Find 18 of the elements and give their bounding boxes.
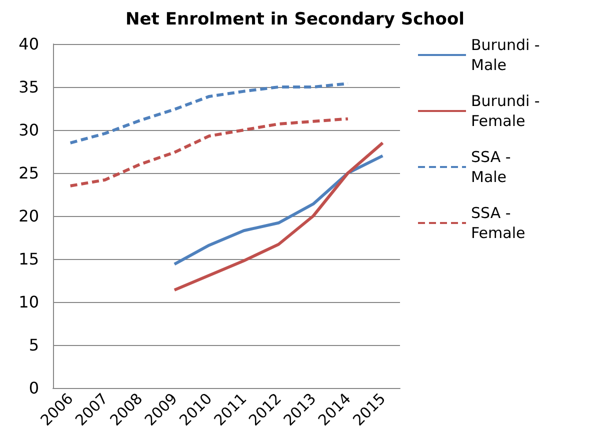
line-series (68, 82, 350, 144)
chart-title: Net Enrolment in Secondary School (126, 10, 464, 30)
legend-label: Burundi - Female (471, 92, 540, 130)
line-series (68, 117, 350, 188)
legend-label: Burundi - Male (471, 36, 540, 74)
y-tick-label: 25 (18, 164, 39, 182)
y-tick-label: 20 (18, 206, 39, 226)
y-tick-label: 40 (18, 34, 39, 54)
line-series (172, 141, 384, 292)
y-tick-label: 35 (18, 78, 39, 96)
line-series (172, 154, 384, 266)
y-tick-label: 0 (28, 378, 39, 398)
y-tick-label: 30 (18, 120, 39, 140)
legend-label: SSA - Female (471, 204, 526, 242)
legend-label: SSA - Male (471, 148, 511, 186)
y-tick-label: 10 (18, 292, 39, 312)
y-tick-label: 5 (28, 336, 39, 354)
y-tick-label: 15 (18, 250, 39, 268)
